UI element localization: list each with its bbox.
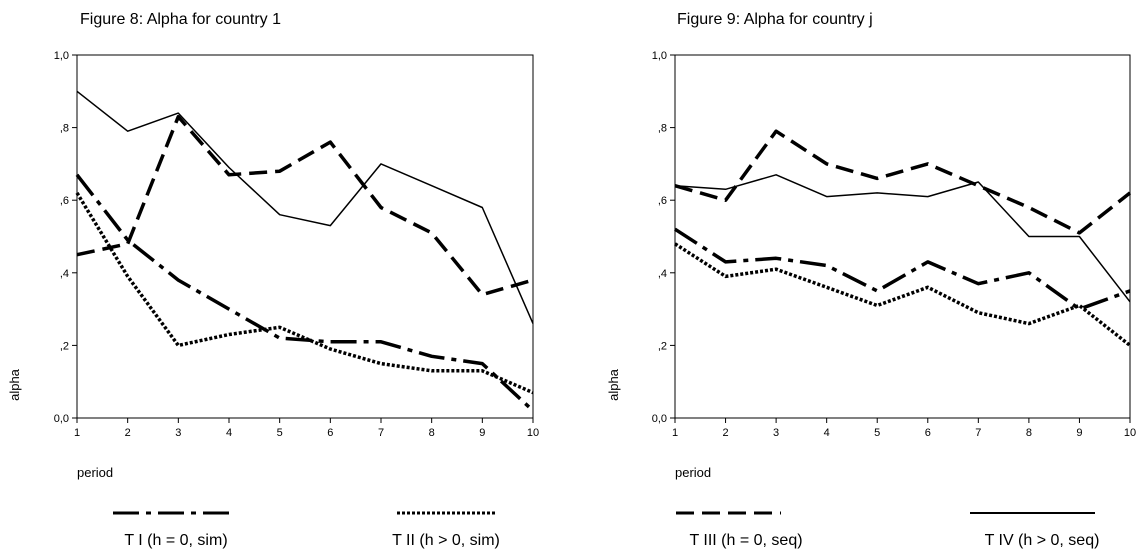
chart-2-y-ticks: 0,0 ,2 ,4 ,6 ,8 1,0 — [652, 50, 675, 425]
legend-label-t3: T III (h = 0, seq) — [689, 532, 802, 549]
chart-1-y-tick-label: ,6 — [60, 195, 69, 207]
chart-1-series-line-solid — [76, 90, 534, 324]
chart-2-x-tick-label: 10 — [1124, 427, 1136, 439]
chart-1-y-tick-label: ,4 — [60, 268, 69, 280]
chart-1-series-group — [75, 90, 535, 412]
chart-1-x-tick-label: 10 — [527, 427, 539, 439]
legend-item-t3: T III (h = 0, seq) — [676, 511, 803, 549]
chart-1-y-tick-label: 0,0 — [54, 413, 69, 425]
chart-2-series-line-dashdot — [674, 227, 1131, 311]
legend-label-t2: T II (h > 0, sim) — [392, 532, 500, 549]
legend-item-t4: T IV (h > 0, seq) — [970, 512, 1100, 549]
chart-2-y-tick-label: 1,0 — [652, 50, 667, 62]
chart-2-x-tick-label: 6 — [925, 427, 931, 439]
legend-label-t1: T I (h = 0, sim) — [124, 532, 227, 549]
chart-1-x-tick-label: 7 — [378, 427, 384, 439]
chart-2-x-tick-label: 3 — [773, 427, 779, 439]
chart-1-y-tick-label: ,2 — [60, 340, 69, 352]
chart-1-x-tick-label: 3 — [175, 427, 181, 439]
chart-2-series-line-dotted — [674, 242, 1132, 347]
chart-country-j: Figure 9: Alpha for country j 0,0 ,2 ,4 ,6,… — [606, 11, 1136, 480]
chart-1-y-axis-label: alpha — [7, 368, 22, 401]
chart-1-series-line-dotted — [75, 191, 534, 395]
chart-2-series-line-solid — [674, 174, 1131, 303]
legend-label-t4: T IV (h > 0, seq) — [985, 532, 1100, 549]
chart-2-series-line-dashed — [674, 129, 1132, 235]
chart-2-x-tick-label: 4 — [824, 427, 830, 439]
chart-1-y-tick-label: ,8 — [60, 123, 69, 135]
chart-2-y-tick-label: 0,0 — [652, 413, 667, 425]
chart-2-y-tick-label: ,2 — [658, 340, 667, 352]
chart-2-x-tick-label: 2 — [722, 427, 728, 439]
chart-2-x-tick-label: 1 — [672, 427, 678, 439]
chart-1-x-tick-label: 2 — [125, 427, 131, 439]
chart-2-y-tick-label: ,8 — [658, 123, 667, 135]
chart-1-series-line-dashed — [76, 114, 534, 297]
chart-2-y-tick-label: ,6 — [658, 195, 667, 207]
chart-1-x-tick-label: 9 — [479, 427, 485, 439]
chart-country-1: Figure 8: Alpha for country 1 0,0 ,2 ,4 ,6,… — [7, 11, 539, 480]
chart-1-x-tick-label: 4 — [226, 427, 232, 439]
chart-1-series-line-dashdot — [75, 173, 535, 412]
legend-item-t2: T II (h > 0, sim) — [392, 511, 500, 549]
chart-1-x-ticks: 1 2 3 4 5 6 7 8 9 10 — [74, 418, 539, 439]
chart-1-y-ticks: 0,0 ,2 ,4 ,6 ,8 1,0 — [54, 50, 77, 425]
chart-1-x-tick-label: 8 — [429, 427, 435, 439]
chart-2-x-tick-label: 8 — [1026, 427, 1032, 439]
legend-item-t1: T I (h = 0, sim) — [113, 511, 232, 549]
chart-2-x-tick-label: 5 — [874, 427, 880, 439]
chart-1-x-tick-label: 5 — [277, 427, 283, 439]
chart-1-plot-frame — [76, 54, 534, 419]
chart-1-y-tick-label: 1,0 — [54, 50, 69, 62]
chart-1-x-axis-label: period — [77, 465, 113, 480]
chart-2-x-ticks: 1 2 3 4 5 6 7 8 9 10 — [672, 418, 1136, 439]
chart-2-x-tick-label: 9 — [1076, 427, 1082, 439]
chart-2-x-axis-label: period — [675, 465, 711, 480]
chart-2-x-tick-label: 7 — [975, 427, 981, 439]
chart-2-y-tick-label: ,4 — [658, 268, 667, 280]
chart-1-title: Figure 8: Alpha for country 1 — [80, 11, 281, 28]
chart-2-y-axis-label: alpha — [606, 368, 621, 401]
chart-2-series-group — [674, 129, 1132, 347]
chart-1-x-tick-label: 6 — [327, 427, 333, 439]
chart-2-title: Figure 9: Alpha for country j — [677, 11, 873, 28]
chart-2-plot-frame — [674, 54, 1131, 419]
legend: T I (h = 0, sim) T II (h > 0, sim) T III… — [113, 511, 1100, 549]
chart-1-x-tick-label: 1 — [74, 427, 80, 439]
